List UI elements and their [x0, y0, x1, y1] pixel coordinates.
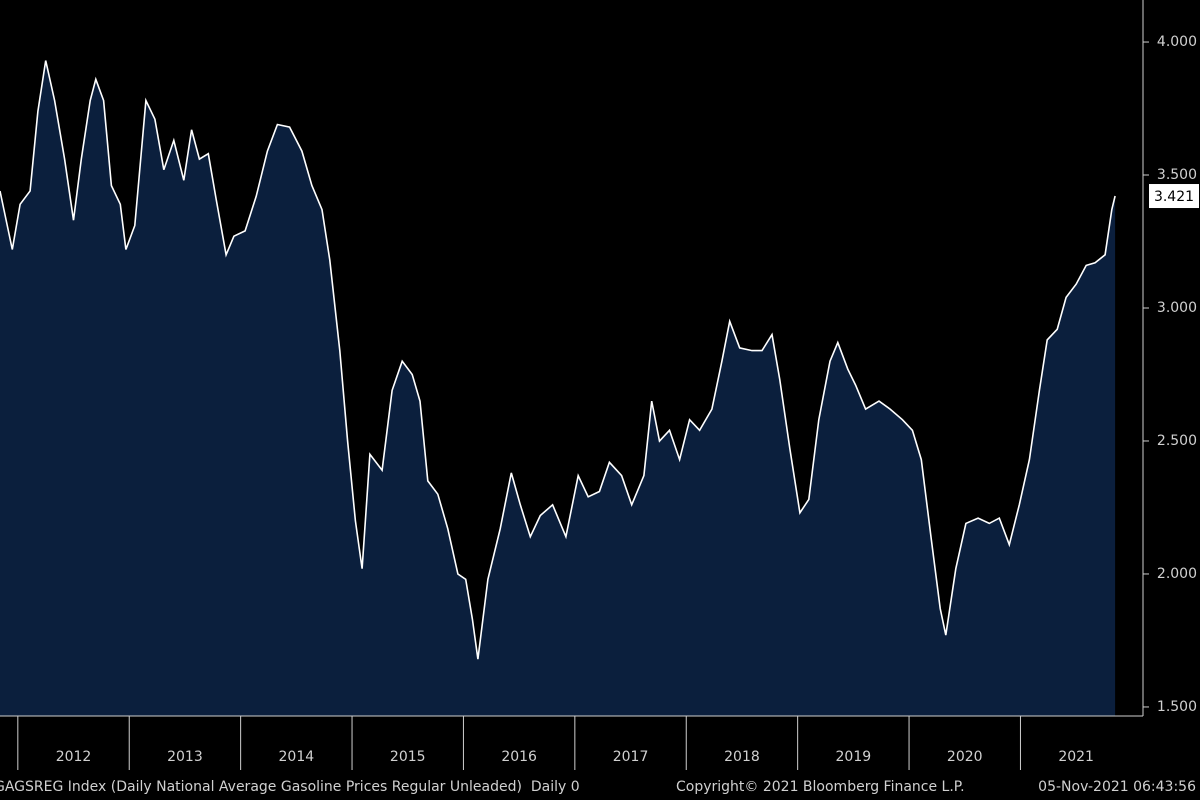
copyright: Copyright© 2021 Bloomberg Finance L.P.: [676, 779, 965, 795]
y-tick-label: 3.000: [1157, 300, 1197, 316]
y-tick-label: 4.000: [1157, 34, 1197, 50]
timestamp: 05-Nov-2021 06:43:56: [1038, 779, 1196, 795]
x-tick-label: 2015: [390, 749, 426, 765]
x-tick-label: 2014: [279, 749, 315, 765]
x-tick-label: 2016: [501, 749, 537, 765]
y-tick-label: 2.500: [1157, 433, 1197, 449]
x-tick-label: 2018: [724, 749, 760, 765]
price-line: [0, 60, 1116, 660]
y-tick-label: 3.500: [1157, 167, 1197, 183]
area-fill: [0, 60, 1116, 717]
x-tick-label: 2021: [1058, 749, 1094, 765]
y-tick-label: 1.500: [1157, 699, 1197, 715]
x-tick-label: 2020: [947, 749, 983, 765]
x-tick-label: 2013: [167, 749, 203, 765]
source-label: GAGSREG Index (Daily National Average Ga…: [0, 779, 580, 795]
x-tick-label: 2012: [56, 749, 92, 765]
last-value-tag: [1149, 184, 1199, 209]
x-tick-label: 2017: [613, 749, 649, 765]
x-tick-label: 2019: [836, 749, 872, 765]
y-tick-label: 2.000: [1157, 566, 1197, 582]
last-value-label: 3.421: [1154, 189, 1194, 205]
